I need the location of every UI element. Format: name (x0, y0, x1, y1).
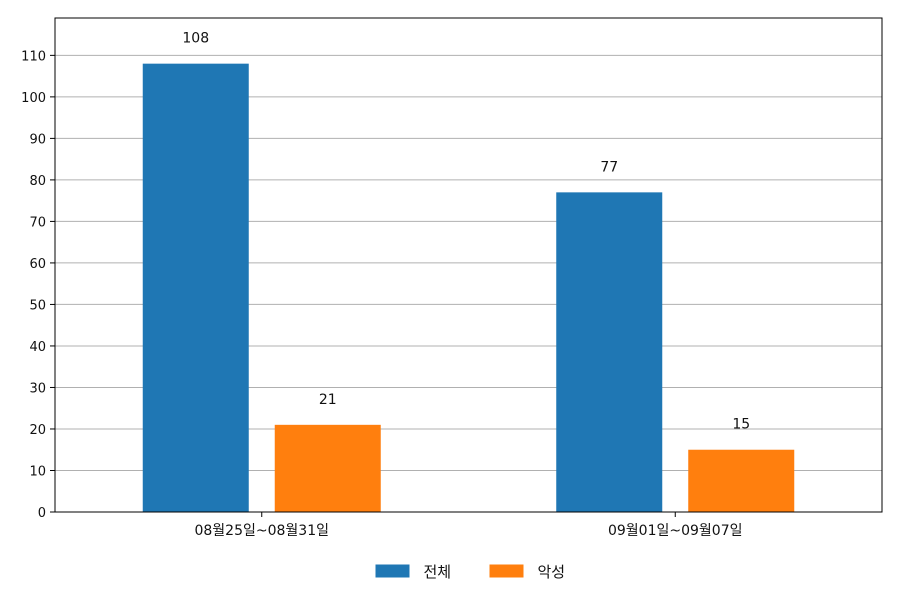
legend-label: 악성 (538, 563, 566, 581)
bar-total (556, 192, 663, 512)
y-axis: 0 10 20 30 40 50 60 70 80 90 100 110 (21, 49, 55, 521)
data-label: 21 (319, 392, 337, 408)
x-axis: 08월25일~08월31일 09월01일~09월07일 (194, 512, 743, 539)
bars (142, 63, 795, 512)
bar-total (142, 63, 249, 512)
x-tick-label: 09월01일~09월07일 (608, 523, 743, 539)
y-tick-label: 70 (29, 215, 46, 230)
bar-malicious (688, 449, 795, 512)
y-tick-label: 60 (29, 257, 46, 272)
bar-malicious (274, 424, 381, 512)
legend: 전체 악성 (375, 563, 566, 581)
x-tick-label: 08월25일~08월31일 (194, 523, 329, 539)
data-label: 15 (732, 417, 750, 433)
y-tick-label: 100 (21, 91, 46, 106)
data-label: 108 (182, 31, 209, 47)
data-label: 77 (600, 159, 618, 175)
y-tick-label: 80 (29, 174, 46, 189)
y-tick-label: 20 (29, 423, 46, 438)
legend-label: 전체 (424, 563, 452, 581)
data-labels: 108 21 77 15 (182, 31, 750, 433)
legend-swatch (375, 564, 410, 578)
plot-frame (54, 17, 883, 513)
y-tick-label: 110 (21, 49, 46, 64)
y-tick-label: 0 (38, 506, 46, 521)
y-tick-label: 30 (29, 381, 46, 396)
y-tick-label: 10 (29, 464, 46, 479)
y-tick-label: 40 (29, 340, 46, 355)
legend-swatch (489, 564, 524, 578)
y-tick-label: 90 (29, 132, 46, 147)
y-tick-label: 50 (29, 298, 46, 313)
